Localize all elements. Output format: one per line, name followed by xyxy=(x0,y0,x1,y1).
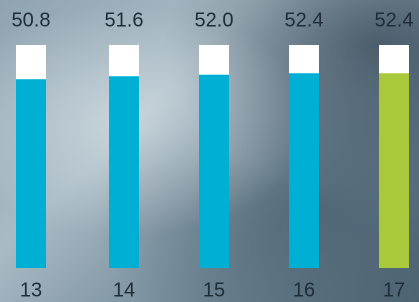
bar xyxy=(379,73,409,268)
x-tick-label: 13 xyxy=(20,279,42,301)
page: 50.81351.61452.01552.41652.417 (() => { … xyxy=(0,0,419,302)
chart: 50.8 13 51.6 14 52.0 15 52.4 16 52.4 17 xyxy=(0,0,419,302)
value-label: 52.4 xyxy=(375,9,414,31)
bar xyxy=(16,79,46,268)
x-tick-label: 15 xyxy=(203,279,225,301)
value-label: 51.6 xyxy=(105,9,144,31)
x-tick-label: 14 xyxy=(113,279,135,301)
x-tick-label: 17 xyxy=(383,279,405,301)
bar xyxy=(199,75,229,268)
value-label: 52.0 xyxy=(195,9,234,31)
value-label: 52.4 xyxy=(285,9,324,31)
x-tick-label: 16 xyxy=(293,279,315,301)
bar xyxy=(109,76,139,268)
bar xyxy=(289,73,319,268)
value-label: 50.8 xyxy=(12,9,51,31)
